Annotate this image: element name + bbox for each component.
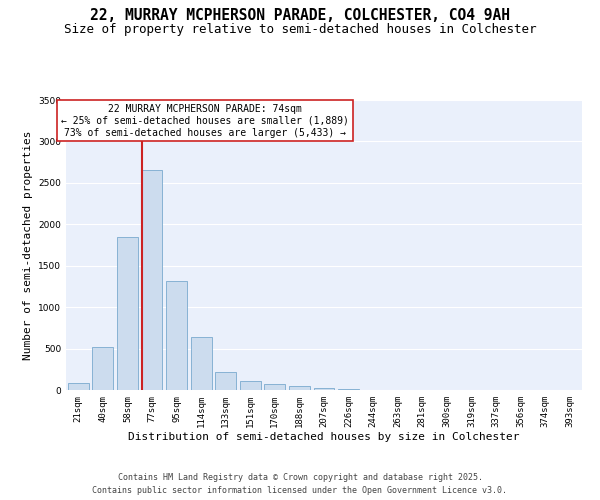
Bar — [215, 372, 236, 390]
Bar — [92, 347, 113, 390]
Text: 22, MURRAY MCPHERSON PARADE, COLCHESTER, CO4 9AH: 22, MURRAY MCPHERSON PARADE, COLCHESTER,… — [90, 8, 510, 22]
Bar — [142, 170, 163, 390]
Text: Contains HM Land Registry data © Crown copyright and database right 2025.
Contai: Contains HM Land Registry data © Crown c… — [92, 474, 508, 495]
Y-axis label: Number of semi-detached properties: Number of semi-detached properties — [23, 130, 32, 360]
Bar — [289, 386, 310, 390]
Bar — [338, 389, 359, 390]
Bar — [68, 384, 89, 390]
Bar — [240, 381, 261, 390]
Bar — [314, 388, 334, 390]
Bar — [191, 337, 212, 390]
Bar — [265, 384, 286, 390]
Bar — [117, 236, 138, 390]
Text: 22 MURRAY MCPHERSON PARADE: 74sqm
← 25% of semi-detached houses are smaller (1,8: 22 MURRAY MCPHERSON PARADE: 74sqm ← 25% … — [61, 104, 349, 138]
Text: Distribution of semi-detached houses by size in Colchester: Distribution of semi-detached houses by … — [128, 432, 520, 442]
Text: Size of property relative to semi-detached houses in Colchester: Size of property relative to semi-detach… — [64, 22, 536, 36]
Bar — [166, 282, 187, 390]
